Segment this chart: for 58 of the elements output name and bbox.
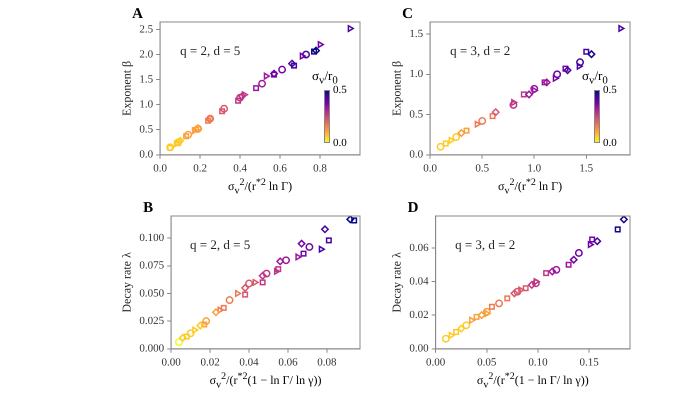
- x-tick-label: 0.5: [475, 162, 490, 174]
- y-tick-label: 0.02: [409, 309, 429, 322]
- color-bar-title: σ$_{v}$/r$_{0}$: [312, 68, 338, 86]
- y-tick-label: 0.04: [409, 275, 430, 288]
- annotation: 0.0: [333, 136, 347, 150]
- x-axis-title: σ$_{v}$$^{2}$/(r$^{*2}$(1 − ln Γ/ ln γ)): [476, 371, 590, 390]
- y-axis-title: Exponent β: [119, 60, 134, 116]
- annotation: q = 3, d = 2: [455, 237, 516, 252]
- y-tick-label: 0.025: [139, 315, 165, 328]
- y-axis-title: Decay rate λ: [119, 252, 134, 313]
- annotation: q = 2, d = 5: [190, 237, 250, 252]
- x-tick-label: 0.06: [278, 356, 298, 368]
- chart-title: D: [408, 200, 418, 217]
- x-tick-label: 0.6: [273, 162, 288, 174]
- x-tick-label: 0.02: [200, 356, 220, 368]
- x-axis-title: σ$_{v}$$^{2}$/(r$^{*2}$(1 − ln Γ/ ln γ)): [208, 371, 322, 390]
- y-tick-label: 0.06: [409, 242, 430, 254]
- y-tick-label: 1.0: [409, 68, 424, 80]
- x-tick-label: 0.08: [317, 356, 338, 368]
- annotation: 0.5: [333, 84, 347, 97]
- y-tick-label: 2.0: [139, 48, 154, 60]
- y-tick-label: 0.100: [139, 232, 165, 244]
- chart-title: C: [402, 6, 413, 23]
- x-tick-label: 0.10: [528, 356, 548, 368]
- x-tick-label: 0.00: [162, 356, 182, 368]
- annotation: q = 3, d = 2: [450, 43, 510, 58]
- y-tick-label: 1.0: [139, 98, 154, 111]
- y-tick-label: 0.00: [409, 342, 430, 355]
- y-tick-label: 0.050: [139, 287, 165, 300]
- x-tick-label: 0.05: [477, 356, 497, 368]
- x-tick-label: 0.04: [239, 356, 260, 368]
- x-axis-title: σ$_{v}$$^{2}$/(r$^{*2}$ ln Γ): [497, 177, 564, 196]
- annotation: 0.5: [603, 84, 617, 97]
- y-tick-label: 0.0: [139, 148, 154, 161]
- y-tick-label: 1.5: [409, 28, 424, 40]
- y-tick-label: 0.000: [139, 342, 165, 355]
- color-bar-title: σ$_{v}$/r$_{0}$: [582, 68, 608, 86]
- x-tick-label: 0.15: [579, 356, 600, 368]
- y-tick-label: 0.0: [409, 148, 424, 161]
- x-tick-label: 1.0: [527, 162, 542, 174]
- y-tick-label: 0.5: [139, 124, 154, 136]
- annotation: 0.0: [603, 136, 617, 150]
- chart-title: B: [143, 200, 154, 217]
- y-tick-label: 0.075: [139, 260, 165, 272]
- x-tick-label: 0.2: [193, 162, 207, 174]
- x-tick-label: 0.00: [426, 356, 446, 368]
- x-tick-label: 0.0: [423, 162, 438, 174]
- y-tick-label: 1.5: [139, 74, 154, 86]
- chart-title: A: [132, 6, 143, 23]
- x-axis-title: σ$_{v}$$^{2}$/(r$^{*2}$ ln Γ): [227, 177, 294, 196]
- y-tick-label: 2.5: [139, 23, 154, 36]
- x-tick-label: 0.4: [233, 162, 248, 174]
- y-axis-title: Decay rate λ: [389, 252, 404, 313]
- y-tick-label: 0.5: [409, 108, 424, 120]
- y-axis-title: Exponent β: [389, 60, 404, 116]
- annotation: q = 2, d = 5: [180, 43, 240, 58]
- x-tick-label: 0.8: [313, 162, 328, 174]
- x-tick-label: 1.5: [579, 162, 594, 174]
